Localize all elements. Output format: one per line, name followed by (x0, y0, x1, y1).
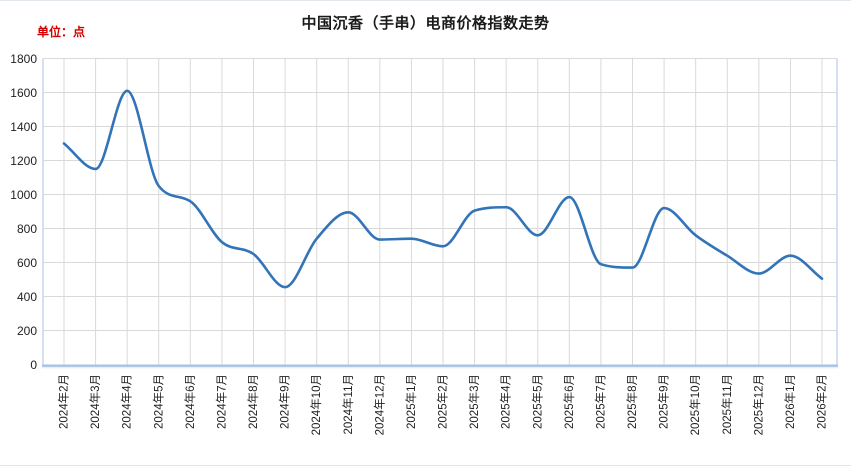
x-tick-label: 2025年5月 (530, 374, 544, 429)
y-tick-label: 600 (17, 256, 37, 270)
x-tick-label: 2024年8月 (246, 374, 260, 429)
y-tick-label: 0 (30, 358, 37, 372)
x-tick-label: 2026年1月 (783, 374, 797, 429)
x-tick-label: 2024年2月 (57, 374, 71, 429)
x-tick-label: 2025年10月 (688, 374, 702, 435)
y-tick-label: 400 (17, 290, 37, 304)
y-axis-labels: 0 200 400 600 800 1000 1200 1400 1600 1800 (10, 52, 37, 372)
x-axis-labels: 2024年2月 2024年3月 2024年4月 2024年5月 2024年6月 2024年… (57, 374, 829, 435)
x-tick-label: 2025年1月 (404, 374, 418, 429)
x-tick-label: 2026年2月 (815, 374, 829, 429)
x-tick-label: 2024年9月 (278, 374, 292, 429)
y-tick-label: 200 (17, 324, 37, 338)
x-tick-label: 2025年3月 (467, 374, 481, 429)
x-tick-label: 2025年12月 (751, 374, 765, 435)
x-tick-label: 2024年10月 (309, 374, 323, 435)
gridlines (43, 58, 837, 365)
x-tick-label: 2024年12月 (372, 374, 386, 435)
unit-label: 单位：点 (37, 25, 86, 39)
axis-lines (42, 58, 838, 369)
x-tick-label: 2025年11月 (720, 374, 734, 435)
x-tick-label: 2025年2月 (436, 374, 450, 429)
x-tick-label: 2025年4月 (499, 374, 513, 429)
x-tick-label: 2025年7月 (593, 374, 607, 429)
x-tick-label: 2024年7月 (214, 374, 228, 429)
x-tick-label: 2024年3月 (88, 374, 102, 429)
y-tick-label: 1600 (10, 86, 37, 100)
y-tick-label: 800 (17, 222, 37, 236)
y-tick-label: 1800 (10, 52, 37, 66)
x-tick-label: 2025年6月 (562, 374, 576, 429)
x-tick-label: 2024年6月 (183, 374, 197, 429)
price-index-series-line (62, 89, 824, 289)
x-tick-label: 2025年8月 (625, 374, 639, 429)
x-tick-label: 2024年5月 (151, 374, 165, 429)
y-tick-label: 1000 (10, 188, 37, 202)
x-tick-label: 2024年11月 (341, 374, 355, 435)
x-tick-label: 2024年4月 (120, 374, 134, 429)
x-tick-label: 2025年9月 (657, 374, 671, 429)
y-tick-label: 1200 (10, 154, 37, 168)
chart-title: 中国沉香（手串）电商价格指数走势 (301, 15, 550, 32)
y-tick-label: 1400 (10, 120, 37, 134)
